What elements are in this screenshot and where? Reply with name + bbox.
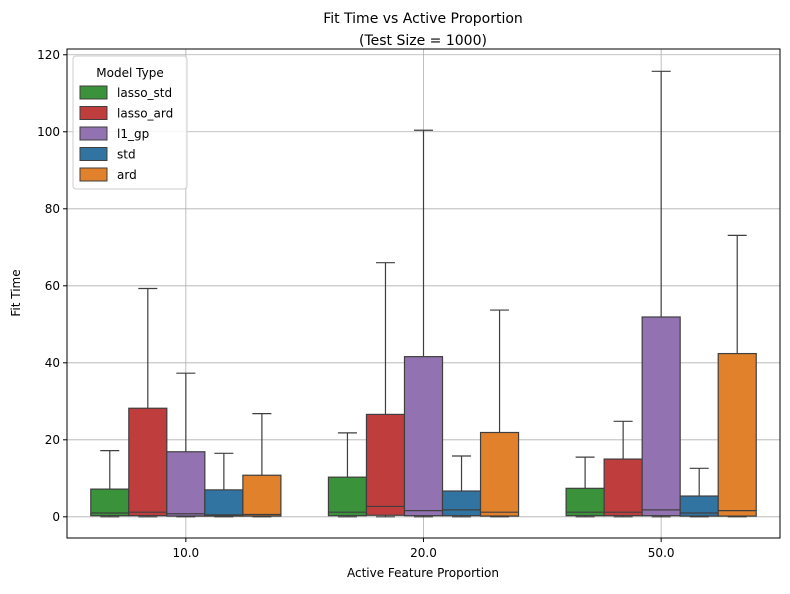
y-tick-label: 120 bbox=[37, 48, 60, 62]
box-std bbox=[441, 455, 482, 518]
box-std bbox=[679, 467, 719, 518]
legend-swatch-l1_gp bbox=[79, 126, 108, 141]
box-body bbox=[717, 352, 757, 517]
legend-label-lasso_std: lasso_std bbox=[117, 86, 172, 100]
box-lasso_std bbox=[90, 449, 130, 518]
legend-swatch-std bbox=[79, 147, 108, 161]
y-axis-ticks: 0 20 40 60 80 100 120 bbox=[37, 48, 67, 524]
box-body bbox=[204, 489, 244, 517]
box-l1_gp bbox=[166, 372, 206, 518]
y-tick-label: 0 bbox=[52, 510, 60, 524]
box-ard bbox=[242, 413, 282, 518]
box-lasso_ard bbox=[128, 287, 168, 518]
box-body bbox=[441, 490, 482, 517]
x-tick-label: 20.0 bbox=[410, 546, 437, 560]
x-axis-ticks: 10.0 20.0 50.0 bbox=[172, 538, 675, 560]
box-std bbox=[204, 452, 244, 518]
chart-title-line1: Fit Time vs Active Proportion bbox=[323, 11, 523, 27]
box-body bbox=[479, 431, 520, 517]
box-body bbox=[365, 413, 406, 516]
legend-label-ard: ard bbox=[117, 168, 137, 182]
y-tick-label: 80 bbox=[45, 202, 60, 216]
x-tick-label: 10.0 bbox=[172, 546, 199, 560]
box-ard bbox=[717, 234, 757, 518]
y-tick-label: 60 bbox=[45, 279, 60, 293]
legend-swatch-lasso_ard bbox=[79, 106, 108, 120]
box-body bbox=[128, 407, 168, 517]
legend-swatch-lasso_std bbox=[79, 85, 108, 100]
legend-swatch-ard bbox=[79, 167, 108, 182]
box-lasso_ard bbox=[603, 420, 643, 518]
x-axis-label: Active Feature Proportion bbox=[347, 566, 499, 580]
box-body bbox=[403, 356, 444, 517]
box-body bbox=[90, 488, 130, 517]
legend-title: Model Type bbox=[96, 66, 163, 80]
box-body bbox=[242, 474, 282, 517]
legend-label-l1_gp: l1_gp bbox=[117, 127, 149, 141]
box-body bbox=[166, 451, 206, 517]
box-ard bbox=[479, 309, 520, 518]
box-body bbox=[641, 316, 681, 517]
box-lasso_std bbox=[327, 432, 368, 518]
box-l1_gp bbox=[403, 129, 444, 518]
box-lasso_ard bbox=[365, 262, 406, 518]
box-body bbox=[565, 487, 605, 517]
y-axis-label: Fit Time bbox=[9, 269, 23, 316]
legend-label-std: std bbox=[117, 148, 136, 162]
y-tick-label: 40 bbox=[45, 356, 60, 370]
y-tick-label: 20 bbox=[45, 433, 60, 447]
legend-label-lasso_ard: lasso_ard bbox=[117, 107, 173, 121]
box-body bbox=[327, 476, 368, 517]
box-series bbox=[90, 70, 757, 518]
box-body bbox=[603, 458, 643, 517]
box-lasso_std bbox=[565, 456, 605, 518]
box-l1_gp bbox=[641, 70, 681, 518]
y-tick-label: 100 bbox=[37, 125, 60, 139]
x-tick-label: 50.0 bbox=[648, 546, 675, 560]
chart-title-line2: (Test Size = 1000) bbox=[359, 33, 487, 49]
